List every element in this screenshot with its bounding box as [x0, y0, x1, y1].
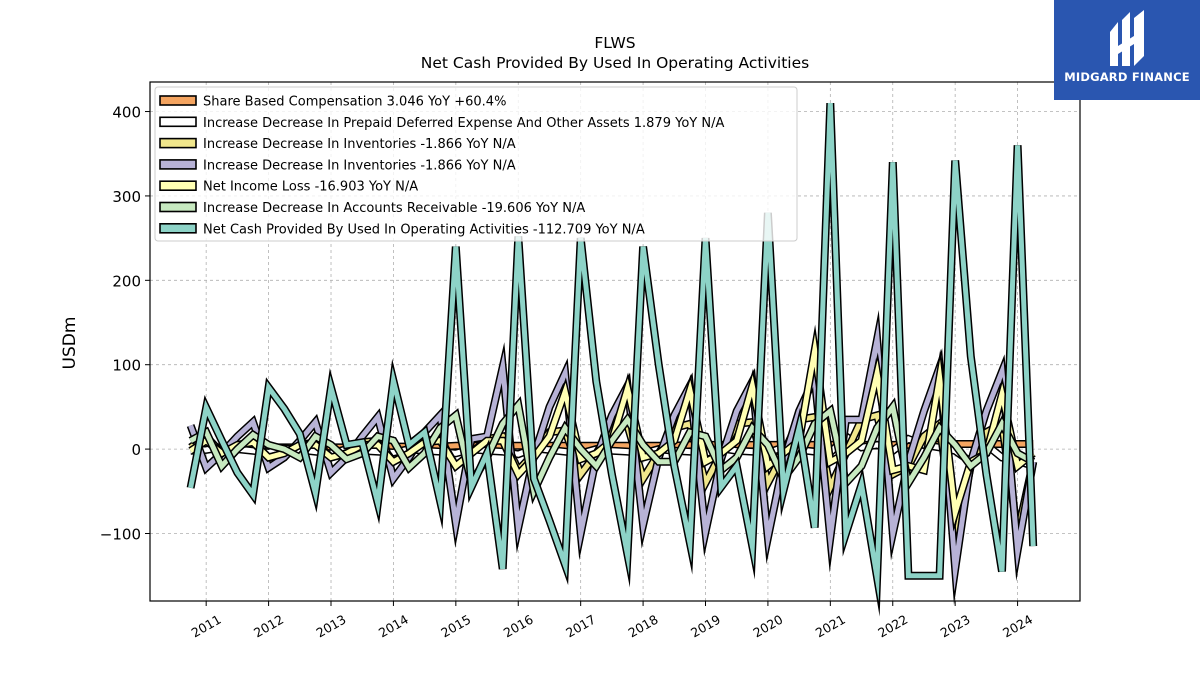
legend-label: Increase Decrease In Inventories -1.866 …	[203, 137, 516, 152]
y-tick-label: 100	[112, 357, 141, 375]
y-tick-label: 300	[112, 188, 141, 206]
chart-subtitle: Net Cash Provided By Used In Operating A…	[421, 54, 809, 72]
legend-swatch	[159, 137, 197, 149]
x-tick-label: 2022	[875, 612, 910, 641]
x-tick-label: 2013	[313, 612, 348, 641]
x-tick-label: 2020	[750, 612, 785, 641]
x-tick-label: 2023	[938, 612, 973, 641]
series-5	[188, 396, 1036, 505]
series-line	[188, 103, 1036, 602]
legend-swatch	[159, 180, 197, 191]
legend-item: Increase Decrease In Accounts Receivable…	[159, 201, 585, 216]
brand-logo: MIDGARD FINANCE	[1054, 0, 1200, 100]
plot-frame	[149, 81, 1081, 602]
legend-item: Share Based Compensation 3.046 YoY +60.4…	[159, 95, 506, 110]
x-tick-label: 2021	[813, 612, 848, 641]
series-line	[188, 321, 1036, 592]
x-tick-label: 2018	[626, 612, 661, 641]
x-tick-label: 2019	[688, 612, 723, 641]
series-3	[186, 310, 1038, 606]
midgard-logo-icon	[1110, 10, 1144, 66]
y-tick-label: 400	[112, 104, 141, 122]
x-tick-label: 2012	[251, 612, 286, 641]
legend-swatch	[159, 223, 197, 234]
legend-box	[154, 86, 798, 242]
legend-swatch	[159, 95, 197, 106]
legend-swatch	[159, 201, 197, 213]
legend-item: Increase Decrease In Prepaid Deferred Ex…	[159, 116, 724, 131]
legend-label: Increase Decrease In Inventories -1.866 …	[203, 158, 516, 173]
brand-name: MIDGARD FINANCE	[1064, 70, 1190, 84]
y-tick-label: 200	[112, 272, 141, 290]
legend-item: Net Income Loss -16.903 YoY N/A	[159, 180, 418, 195]
legend-label: Increase Decrease In Accounts Receivable…	[203, 201, 585, 216]
legend-item: Increase Decrease In Inventories -1.866 …	[159, 158, 516, 173]
series-line	[189, 399, 1035, 500]
legend-item: Increase Decrease In Inventories -1.866 …	[159, 137, 516, 152]
x-tick-label: 2011	[189, 612, 224, 641]
legend-label: Net Cash Provided By Used In Operating A…	[203, 222, 645, 237]
x-tick-label: 2015	[438, 612, 473, 641]
legend-swatch	[159, 116, 197, 128]
legend-label: Share Based Compensation 3.046 YoY +60.4…	[203, 95, 506, 110]
x-tick-label: 2024	[1000, 612, 1035, 641]
legend-label: Net Income Loss -16.903 YoY N/A	[203, 180, 418, 195]
x-tick-label: 2014	[376, 612, 411, 641]
chart-title: FLWS	[594, 34, 635, 52]
x-tick-label: 2016	[501, 612, 536, 641]
series-6	[186, 102, 1038, 617]
y-tick-label: 0	[131, 441, 141, 459]
y-tick-label: −100	[100, 525, 141, 543]
legend-item: Net Cash Provided By Used In Operating A…	[159, 222, 645, 237]
y-axis-label: USDm	[60, 317, 80, 370]
legend-swatch	[159, 159, 197, 170]
legend-label: Increase Decrease In Prepaid Deferred Ex…	[203, 116, 724, 131]
x-tick-label: 2017	[563, 612, 598, 641]
